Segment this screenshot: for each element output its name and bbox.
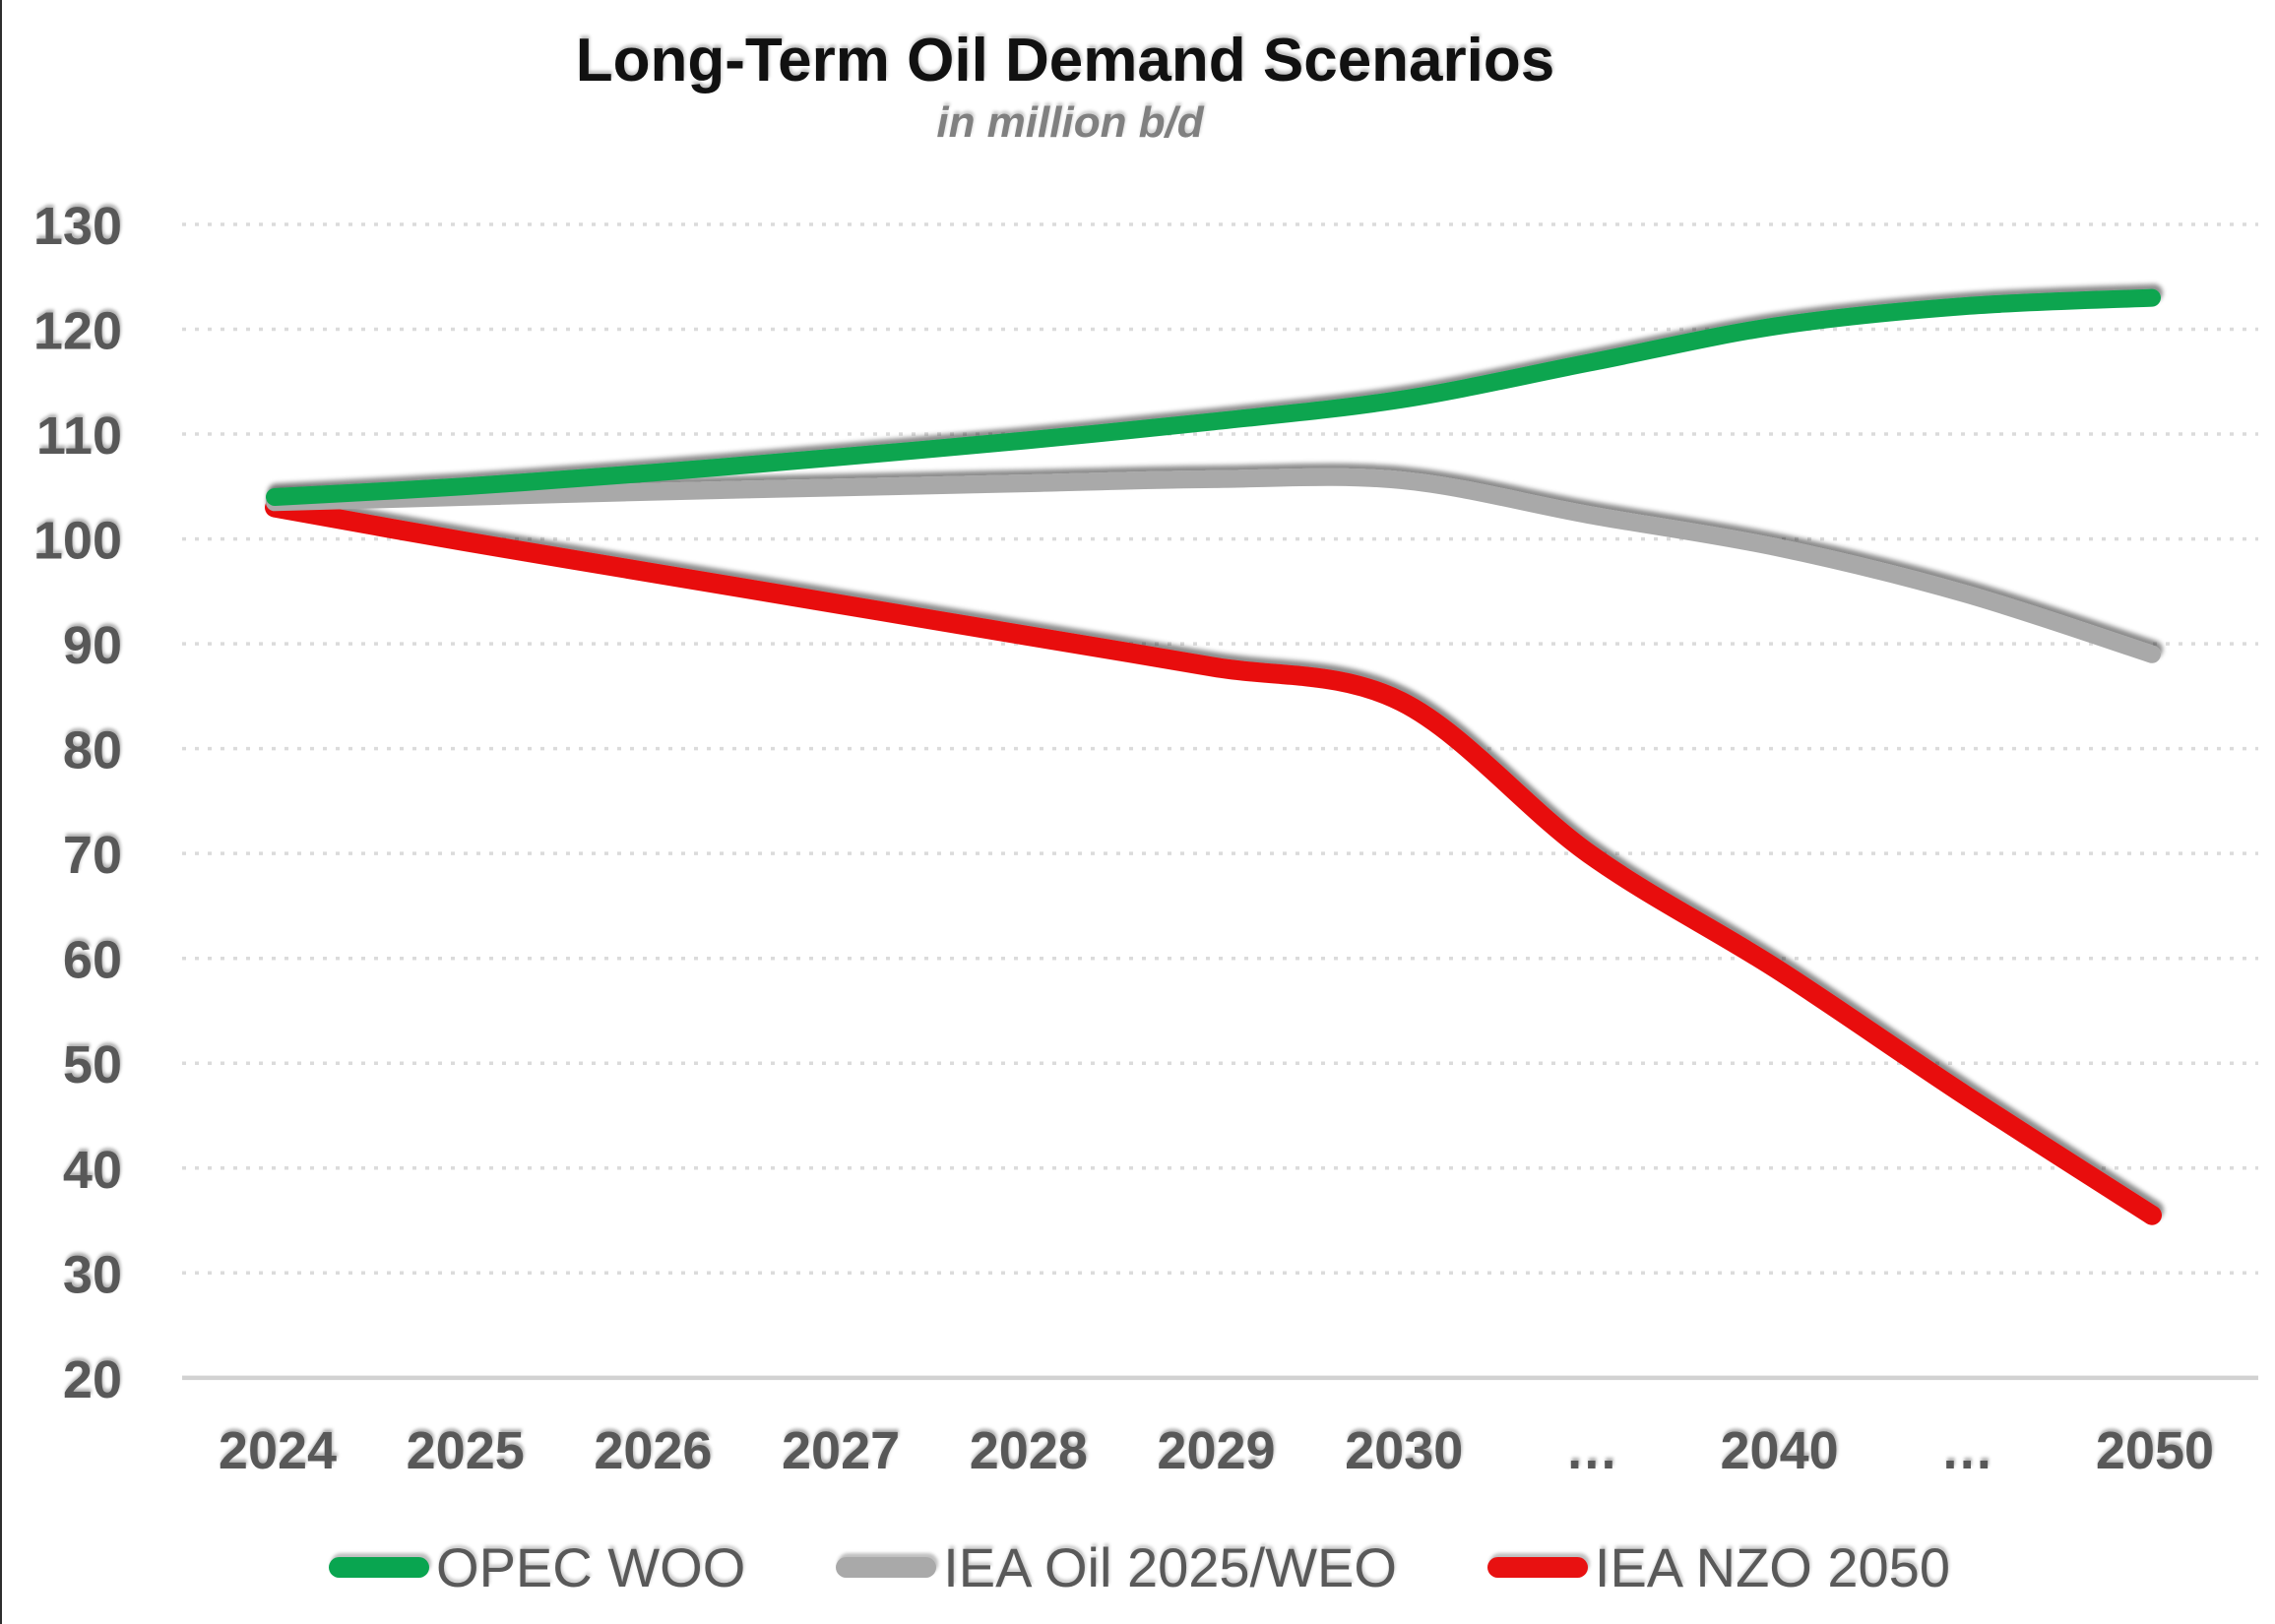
y-tick-label: 100 xyxy=(33,512,122,571)
x-tick-label: 2026 xyxy=(594,1421,712,1480)
legend-label: IEA Oil 2025/WEO xyxy=(943,1535,1397,1598)
legend-item-iea-oil-2025-weo: IEA Oil 2025/WEO xyxy=(836,1535,1397,1599)
legend-label: OPEC WOO xyxy=(436,1535,746,1598)
y-tick-label: 60 xyxy=(63,931,122,990)
y-tick-label: 110 xyxy=(36,406,122,466)
y-tick-label: 20 xyxy=(63,1350,122,1409)
gridlines xyxy=(182,222,2258,1381)
x-tick-label: … xyxy=(1940,1421,1993,1480)
y-tick-label: 90 xyxy=(63,616,122,675)
y-tick-label: 40 xyxy=(63,1141,122,1200)
series-line-opec-woo xyxy=(266,288,2161,506)
x-tick-label: 2024 xyxy=(219,1421,337,1480)
legend-swatch-iea-oil-2025-weo xyxy=(836,1556,937,1578)
series-line-iea-nzo-2050 xyxy=(265,497,2162,1225)
x-tick-label: 2025 xyxy=(407,1421,525,1480)
legend-swatch-opec-woo xyxy=(329,1556,430,1578)
y-axis-labels: 20 30 40 50 60 70 80 90 100 110 120 130 xyxy=(33,197,122,1409)
y-tick-label: 120 xyxy=(33,302,122,361)
legend-label: IEA NZO 2050 xyxy=(1594,1535,1950,1598)
legend-item-iea-nzo-2050: IEA NZO 2050 xyxy=(1486,1535,1950,1599)
x-tick-label: 2040 xyxy=(1721,1421,1839,1480)
y-tick-label: 80 xyxy=(63,721,122,781)
x-tick-label: 2027 xyxy=(782,1421,900,1480)
legend-item-opec-woo: OPEC WOO xyxy=(329,1535,745,1599)
chart-title: Long-Term Oil Demand Scenarios xyxy=(575,27,1555,94)
series-line-iea-oil-2025-weo xyxy=(266,468,2161,663)
chart-legend: OPEC WOO IEA Oil 2025/WEO IEA NZO 2050 xyxy=(2,1528,2275,1606)
y-tick-label: 130 xyxy=(33,197,122,256)
y-tick-label: 30 xyxy=(63,1245,122,1304)
y-tick-label: 70 xyxy=(63,826,122,885)
x-tick-label: … xyxy=(1565,1421,1618,1480)
x-tick-label: 2050 xyxy=(2096,1421,2214,1480)
x-tick-label: 2029 xyxy=(1157,1421,1275,1480)
x-tick-label: 2030 xyxy=(1345,1421,1463,1480)
x-tick-label: 2028 xyxy=(970,1421,1088,1480)
chart-subtitle: in million b/d xyxy=(936,98,1204,147)
series-lines xyxy=(265,288,2162,1225)
legend-swatch-iea-nzo-2050 xyxy=(1486,1556,1588,1578)
x-axis-labels: 2024 2025 2026 2027 2028 2029 2030 … 2040 … 2050 xyxy=(219,1421,2214,1480)
y-tick-label: 50 xyxy=(63,1035,122,1094)
